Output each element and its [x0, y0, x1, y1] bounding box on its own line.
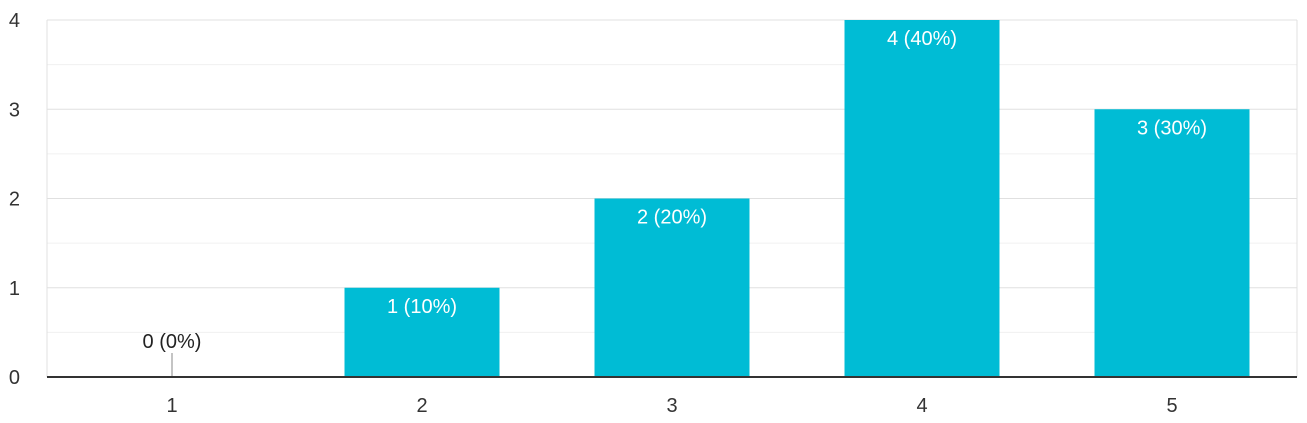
x-tick-label: 5 — [1166, 395, 1177, 417]
data-label: 1 (10%) — [387, 296, 457, 318]
data-label: 0 (0%) — [143, 331, 202, 353]
x-tick-label: 4 — [916, 395, 927, 417]
x-tick-label: 3 — [666, 395, 677, 417]
y-tick-label: 0 — [9, 367, 20, 389]
data-label: 3 (30%) — [1137, 117, 1207, 139]
labels: 0 1 2 3 4 0 (0%) 1 1 (10%) 2 2 (20%) 3 4 (40%) 4 3 (3… — [9, 10, 1207, 417]
x-tick-label: 2 — [416, 395, 427, 417]
y-tick-label: 1 — [9, 278, 20, 300]
y-tick-label: 2 — [9, 189, 20, 211]
data-label: 2 (20%) — [637, 207, 707, 229]
bar — [844, 20, 1000, 377]
bar — [344, 287, 500, 377]
bar — [594, 198, 750, 377]
data-label: 4 (40%) — [887, 28, 957, 50]
bars — [171, 20, 1250, 377]
x-tick-label: 1 — [166, 395, 177, 417]
y-tick-label: 4 — [9, 10, 20, 32]
bar — [1094, 109, 1250, 377]
y-tick-label: 3 — [9, 99, 20, 121]
